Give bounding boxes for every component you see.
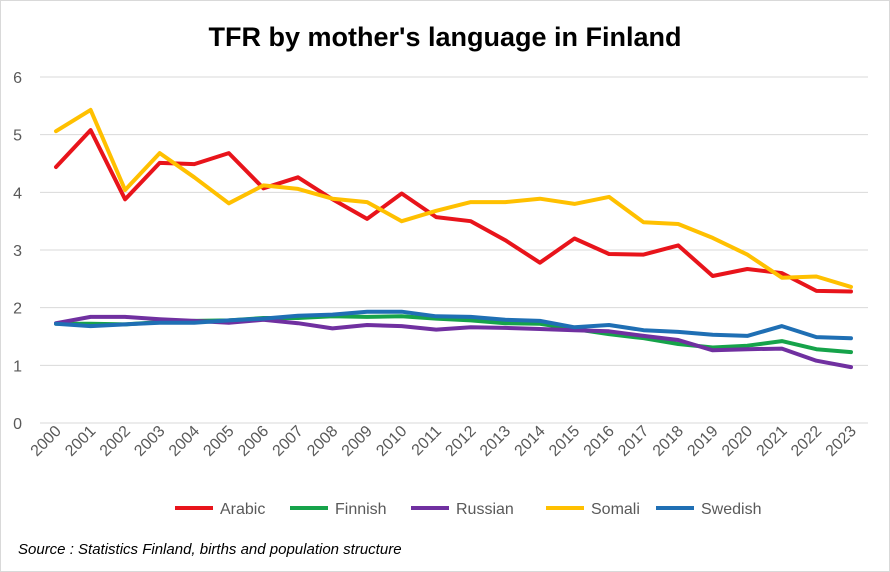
gridlines	[40, 76, 868, 424]
y-tick-label: 2	[13, 301, 22, 318]
x-tick-label: 2017	[615, 423, 652, 460]
series-line-swedish	[54, 309, 853, 341]
x-tick-label: 2005	[200, 423, 237, 460]
legend-item-somali: Somali	[546, 501, 640, 518]
x-tick-label: 2002	[97, 423, 134, 460]
x-tick-label: 2008	[304, 423, 341, 460]
x-tick-label: 2011	[409, 423, 445, 459]
legend-label: Somali	[591, 501, 640, 518]
x-tick-label: 2023	[823, 423, 860, 460]
source-note: Source : Statistics Finland, births and …	[18, 541, 402, 558]
y-tick-label: 3	[13, 243, 22, 260]
x-tick-label: 2012	[442, 423, 479, 460]
y-tick-label: 5	[13, 128, 22, 145]
x-tick-label: 2009	[339, 423, 376, 460]
x-tick-label: 2010	[373, 423, 410, 460]
legend-item-arabic: Arabic	[175, 501, 265, 518]
legend-label: Russian	[456, 501, 514, 518]
x-tick-label: 2016	[581, 423, 618, 460]
y-tick-label: 4	[13, 185, 22, 202]
x-tick-label: 2006	[235, 423, 272, 460]
legend-item-swedish: Swedish	[656, 501, 761, 518]
y-tick-label: 6	[13, 70, 22, 87]
y-axis-ticks: 0 1 2 3 4 5 6	[13, 70, 22, 433]
x-tick-label: 2019	[684, 423, 721, 460]
x-tick-label: 2003	[131, 423, 168, 460]
x-axis-ticks: 2000200120022003200420052006200720082009…	[28, 423, 860, 460]
legend-item-russian: Russian	[411, 501, 514, 518]
x-tick-label: 2014	[512, 423, 549, 460]
x-tick-label: 2001	[62, 423, 99, 460]
legend: Arabic Finnish Russian Somali Swedish	[175, 501, 761, 518]
x-tick-label: 2007	[270, 423, 307, 460]
x-tick-label: 2013	[477, 423, 514, 460]
x-tick-label: 2018	[650, 423, 687, 460]
chart-title: TFR by mother's language in Finland	[208, 22, 682, 52]
legend-label: Arabic	[220, 501, 265, 518]
x-tick-label: 2020	[719, 423, 756, 460]
x-tick-label: 2004	[166, 423, 203, 460]
legend-label: Swedish	[701, 501, 761, 518]
y-tick-label: 0	[13, 416, 22, 433]
x-tick-label: 2015	[546, 423, 583, 460]
legend-label: Finnish	[335, 501, 387, 518]
y-tick-label: 1	[13, 358, 22, 375]
series-lines	[54, 107, 853, 370]
series-line-somali	[54, 107, 853, 289]
series-line-russian	[54, 314, 853, 370]
x-tick-label: 2000	[28, 423, 65, 460]
series-line-arabic	[54, 128, 853, 294]
x-tick-label: 2021	[754, 423, 791, 460]
legend-item-finnish: Finnish	[290, 501, 387, 518]
x-tick-label: 2022	[788, 423, 825, 460]
